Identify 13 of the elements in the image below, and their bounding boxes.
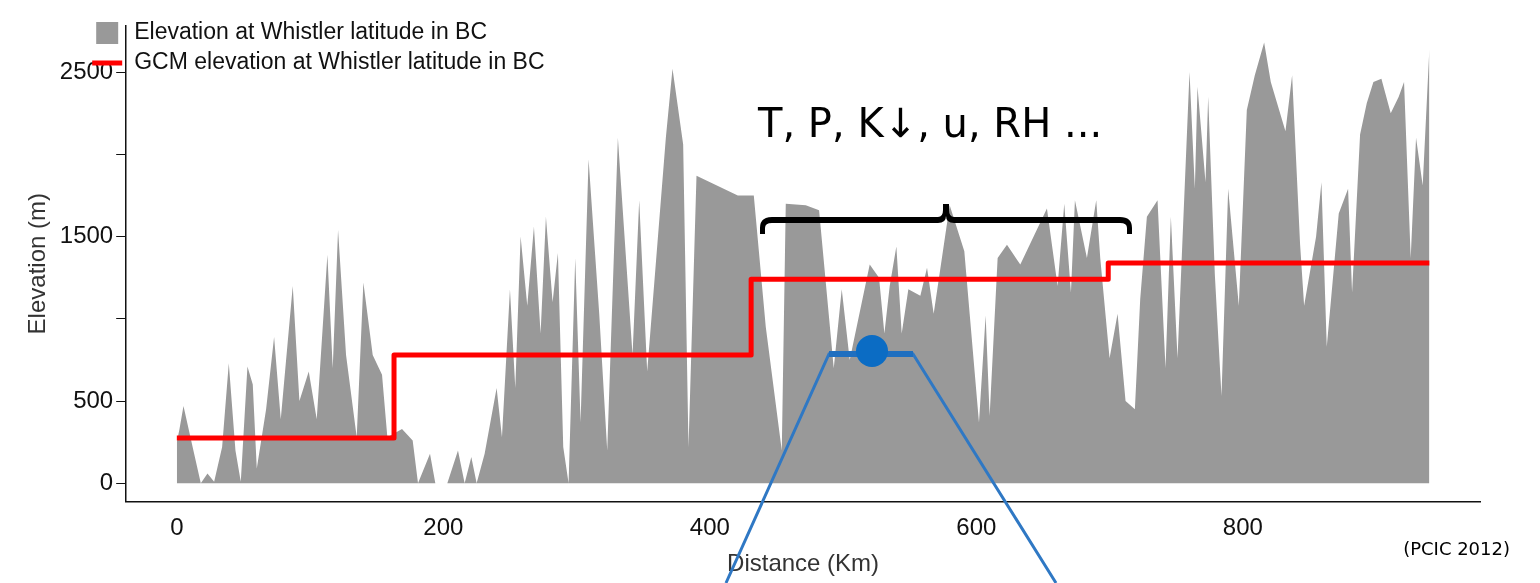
x-tick-label: 400 [689, 513, 730, 541]
x-tick-label: 200 [423, 513, 464, 541]
x-tick-label: 800 [1222, 513, 1263, 541]
x-tick-label: 600 [956, 513, 997, 541]
y-tick-label: 0 [99, 467, 114, 495]
text: (PCIC 2012) [1403, 538, 1510, 559]
y-axis-title: Elevation (m) [23, 193, 51, 335]
annotation: T, P, K↓, u, RH ... [748, 96, 1113, 150]
x-tick-label: 0 [170, 513, 184, 541]
legend-label: GCM elevation at Whistler latitude in BC [134, 48, 545, 75]
y-tick-label: 500 [73, 385, 114, 413]
y-tick-label: 1500 [59, 221, 114, 249]
legend-label: Elevation at Whistler latitude in BC [134, 18, 488, 45]
